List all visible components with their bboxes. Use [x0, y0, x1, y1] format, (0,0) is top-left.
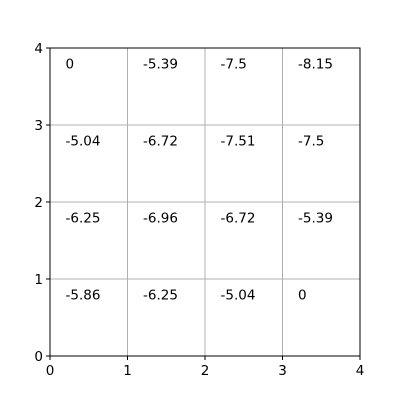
cell-value-label: -5.86 [66, 287, 101, 303]
cell-value-label: -6.72 [143, 133, 178, 149]
cell-labels: 0 -5.39 -7.5 -8.15 -5.04 -6.72 -7.51 -7.5 -6.25 -… [66, 56, 333, 303]
x-tick-label: 1 [123, 363, 132, 379]
y-tick-label: 4 [34, 41, 43, 57]
cell-value-label: -7.5 [298, 133, 324, 149]
y-tick-label: 3 [34, 118, 43, 134]
x-tick-label: 0 [46, 363, 55, 379]
cell-value-label: 0 [66, 56, 75, 72]
cell-value-label: 0 [298, 287, 307, 303]
y-axis: 0 1 2 3 4 [34, 41, 50, 365]
cell-value-label: -7.51 [221, 133, 256, 149]
cell-value-label: -5.39 [298, 210, 333, 226]
y-tick-label: 1 [34, 272, 43, 288]
cell-value-label: -6.25 [143, 287, 178, 303]
x-tick-label: 4 [356, 363, 365, 379]
x-axis: 0 1 2 3 4 [46, 356, 365, 379]
x-tick-label: 2 [201, 363, 210, 379]
cell-value-label: -6.96 [143, 210, 178, 226]
grid-lines [49, 47, 361, 357]
x-tick-label: 3 [278, 363, 287, 379]
cell-value-label: -5.04 [66, 133, 101, 149]
cell-value-label: -6.72 [221, 210, 256, 226]
y-tick-label: 0 [34, 349, 43, 365]
cell-value-label: -6.25 [66, 210, 101, 226]
y-tick-label: 2 [34, 195, 43, 211]
cell-value-label: -5.04 [221, 287, 256, 303]
cell-value-label: -5.39 [143, 56, 178, 72]
cell-value-label: -8.15 [298, 56, 333, 72]
cell-value-label: -7.5 [221, 56, 247, 72]
